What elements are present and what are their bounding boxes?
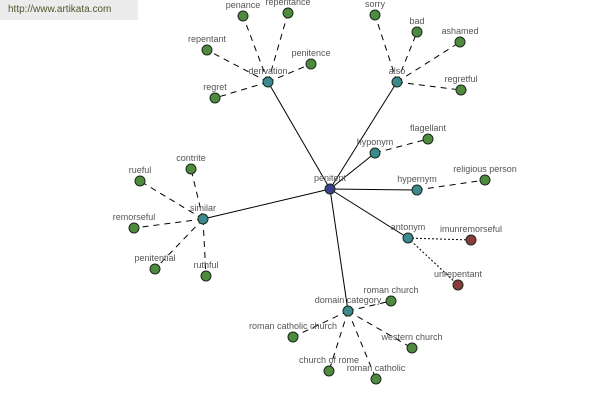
word-label: penitence	[291, 48, 330, 58]
relation-similar-node[interactable]	[197, 213, 209, 225]
relation-domain-label: domain category	[315, 295, 382, 305]
word-label: roman church	[363, 285, 418, 295]
word-node[interactable]	[385, 295, 397, 307]
word-node[interactable]	[237, 10, 249, 22]
root-penitent-label: penitent	[314, 173, 347, 183]
word-node[interactable]	[209, 92, 221, 104]
word-label: regretful	[444, 74, 477, 84]
word-label: religious person	[453, 164, 517, 174]
word-node[interactable]	[323, 365, 335, 377]
relation-hypernym-node[interactable]	[411, 184, 423, 196]
edge-similar-word	[139, 180, 204, 220]
word-label: penance	[226, 0, 261, 10]
edge-hypernym-word	[416, 179, 486, 191]
word-label: contrite	[176, 153, 206, 163]
edge-also-word	[374, 14, 398, 83]
word-label: roman catholic church	[249, 321, 337, 331]
word-label: remorseful	[113, 212, 156, 222]
word-node[interactable]	[134, 175, 146, 187]
word-node[interactable]	[370, 373, 382, 385]
edge-derivation-word	[214, 81, 269, 99]
edge-root-hyponym	[329, 152, 376, 190]
edge-root-similar	[202, 188, 331, 220]
word-node[interactable]	[128, 222, 140, 234]
relation-also-label: also	[389, 66, 406, 76]
word-node[interactable]	[406, 342, 418, 354]
nodes	[128, 7, 491, 385]
edge-root-antonym	[329, 188, 409, 239]
relation-antonym-label: antonym	[391, 222, 426, 232]
edge-domain-word	[347, 310, 413, 349]
word-label: rueful	[129, 165, 152, 175]
relation-domain-node[interactable]	[342, 305, 354, 317]
word-label: penitential	[134, 253, 175, 263]
edge-also-word	[396, 41, 461, 83]
word-label: sorry	[365, 0, 385, 9]
word-node[interactable]	[454, 36, 466, 48]
edge-similar-word	[154, 218, 204, 270]
watermark-url[interactable]: http://www.artikata.com	[0, 0, 138, 20]
relation-also-node[interactable]	[391, 76, 403, 88]
edge-similar-word	[133, 218, 204, 229]
edge-root-derivation	[267, 81, 331, 190]
edge-derivation-word	[242, 15, 269, 83]
edge-domain-word	[347, 300, 392, 312]
word-label: regret	[203, 82, 227, 92]
word-label: imunremorseful	[440, 224, 502, 234]
edge-derivation-word	[267, 12, 289, 83]
word-label: ruthful	[193, 260, 218, 270]
word-node[interactable]	[465, 234, 477, 246]
word-label: church of rome	[299, 355, 359, 365]
relation-derivation-label: derivation	[248, 66, 287, 76]
root-penitent-node[interactable]	[324, 183, 336, 195]
word-label: flagellant	[410, 123, 447, 133]
edge-root-hypernym	[329, 188, 418, 191]
word-node[interactable]	[200, 270, 212, 282]
word-label: ashamed	[441, 26, 478, 36]
word-node[interactable]	[479, 174, 491, 186]
word-node[interactable]	[149, 263, 161, 275]
edge-derivation-word	[267, 63, 312, 83]
edge-also-word	[396, 31, 418, 83]
word-node[interactable]	[201, 44, 213, 56]
labels: penance repentance repentant penitence regre…	[113, 0, 517, 373]
word-node[interactable]	[185, 163, 197, 175]
relation-hypernym-label: hypernym	[397, 174, 437, 184]
word-label: repentant	[188, 34, 227, 44]
word-node[interactable]	[452, 279, 464, 291]
edge-domain-word	[347, 310, 377, 380]
word-node[interactable]	[455, 84, 467, 96]
word-node[interactable]	[422, 133, 434, 145]
edge-similar-word	[190, 168, 204, 220]
edge-antonym-word	[407, 237, 459, 286]
edge-antonym-word	[407, 237, 472, 241]
edges	[133, 12, 486, 380]
edge-root-domain	[329, 188, 349, 312]
relation-hyponym-node[interactable]	[369, 147, 381, 159]
word-node[interactable]	[411, 26, 423, 38]
word-label: western church	[380, 332, 442, 342]
word-label: repentance	[265, 0, 310, 7]
edge-root-also	[329, 81, 398, 190]
edge-hyponym-word	[374, 138, 429, 154]
word-label: bad	[409, 16, 424, 26]
relation-hyponym-label: hyponym	[357, 137, 394, 147]
word-node[interactable]	[369, 9, 381, 21]
relation-antonym-node[interactable]	[402, 232, 414, 244]
word-node[interactable]	[282, 7, 294, 19]
word-node[interactable]	[287, 331, 299, 343]
relation-similar-label: similar	[190, 203, 216, 213]
edge-derivation-word	[206, 49, 269, 83]
relation-derivation-node[interactable]	[262, 76, 274, 88]
edge-similar-word	[202, 218, 207, 277]
word-label: roman catholic	[347, 363, 406, 373]
word-label: unrepentant	[434, 269, 483, 279]
word-node[interactable]	[305, 58, 317, 70]
